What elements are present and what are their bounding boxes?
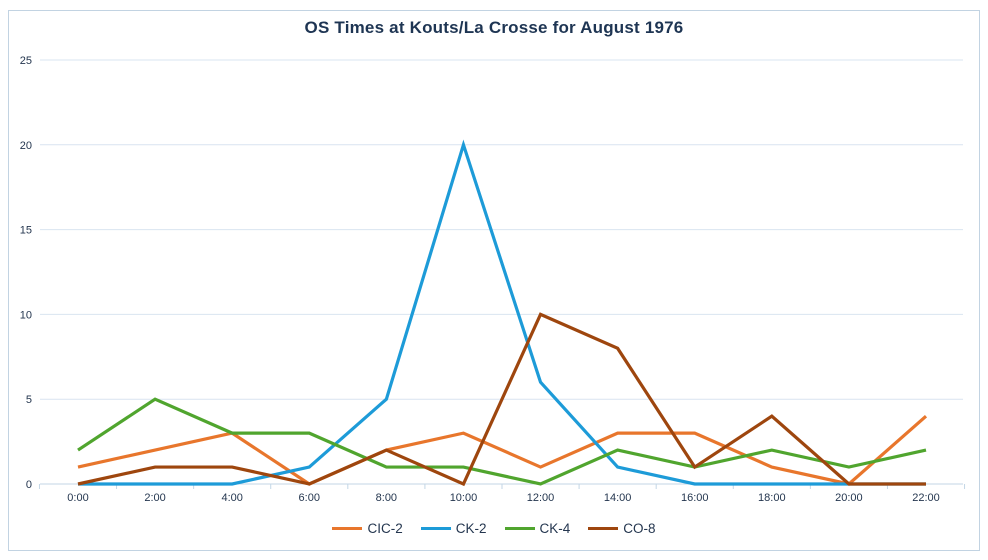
x-axis-tick-label: 8:00 <box>376 492 397 504</box>
x-axis-tick-label: 2:00 <box>144 492 165 504</box>
legend-item-cic-2[interactable]: CIC-2 <box>332 521 403 536</box>
legend-item-co-8[interactable]: CO-8 <box>588 521 656 536</box>
x-axis-tick-label: 16:00 <box>681 492 709 504</box>
legend-item-ck-2[interactable]: CK-2 <box>420 521 487 536</box>
series-line-ck-4 <box>77 397 927 486</box>
x-axis-tick-label: 0:00 <box>67 492 88 504</box>
legend-item-ck-4[interactable]: CK-4 <box>504 521 571 536</box>
y-axis-tick-label: 25 <box>20 55 32 67</box>
x-axis-tick-label: 10:00 <box>450 492 478 504</box>
x-axis-tick-label: 4:00 <box>221 492 242 504</box>
legend: CIC-2 CK-2 CK-4 CO-8 <box>0 521 988 536</box>
chart-title: OS Times at Kouts/La Crosse for August 1… <box>304 18 684 37</box>
legend-label: CK-2 <box>455 521 487 536</box>
legend-line-swatch <box>420 527 451 530</box>
x-axis-tick-label: 22:00 <box>912 492 940 504</box>
y-axis-tick-label: 15 <box>20 225 32 237</box>
y-axis-tick-label: 0 <box>26 479 32 491</box>
legend-label: CO-8 <box>623 521 656 536</box>
x-axis-tick-label: 20:00 <box>835 492 863 504</box>
series-line-cic-2 <box>77 414 928 486</box>
legend-line-swatch <box>504 527 535 530</box>
legend-label: CIC-2 <box>367 521 403 536</box>
legend-line-swatch <box>588 527 619 530</box>
series-line-co-8 <box>77 312 926 487</box>
x-axis-tick-label: 12:00 <box>527 492 555 504</box>
legend-line-swatch <box>332 527 363 530</box>
y-axis-tick-label: 10 <box>20 309 32 321</box>
x-axis-tick-label: 14:00 <box>604 492 632 504</box>
y-axis-tick-label: 20 <box>20 140 32 152</box>
x-axis-tick-label: 6:00 <box>299 492 320 504</box>
series-line-ck-2 <box>78 139 926 486</box>
y-axis-tick-label: 5 <box>26 394 32 406</box>
x-axis-tick-label: 18:00 <box>758 492 786 504</box>
legend-label: CK-4 <box>539 521 571 536</box>
